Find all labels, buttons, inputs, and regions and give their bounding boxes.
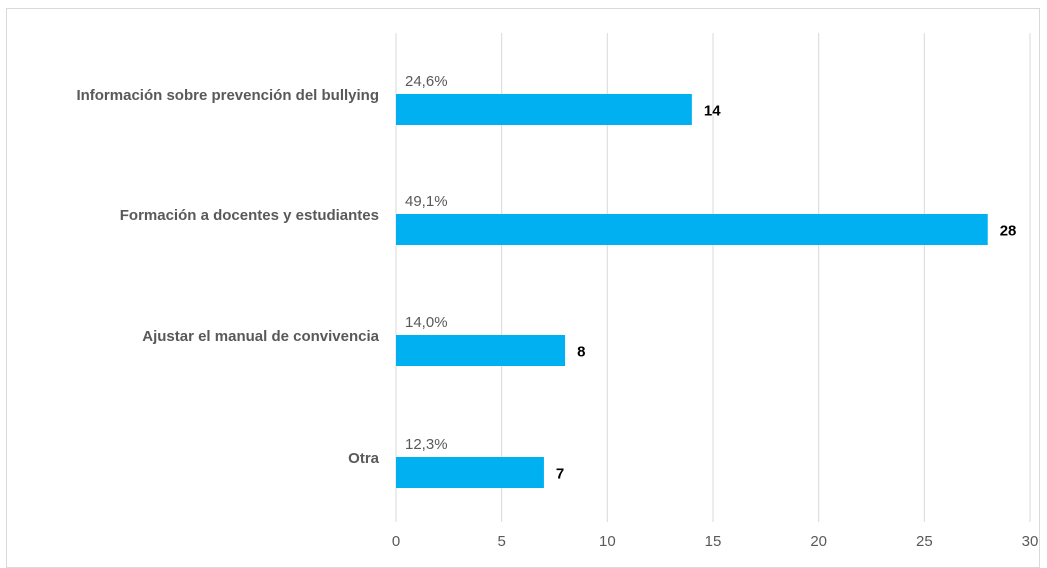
bar-1 — [396, 94, 692, 125]
bar-3 — [396, 335, 566, 366]
x-tick-label-5: 5 — [497, 533, 505, 550]
value-label: 7 — [556, 466, 564, 483]
x-axis-ticks: 0 5 10 15 20 25 30 — [392, 533, 1039, 550]
percent-label: 49,1% — [405, 193, 448, 210]
category-label: Ajustar el manual de convivencia — [142, 328, 379, 345]
percent-label: 12,3% — [405, 436, 448, 453]
labels: Información sobre prevención del bullyin… — [76, 73, 1016, 483]
category-label: Formación a docentes y estudiantes — [120, 207, 379, 224]
percent-label: 14,0% — [405, 314, 448, 331]
x-tick-label-0: 0 — [392, 533, 400, 550]
x-tick-label-10: 10 — [599, 533, 616, 550]
bars — [396, 94, 988, 488]
bar-4 — [396, 457, 544, 488]
value-label: 28 — [1000, 223, 1017, 240]
x-tick-label-30: 30 — [1022, 533, 1039, 550]
value-label: 8 — [577, 344, 585, 361]
value-label: 14 — [704, 103, 721, 120]
bar-2 — [396, 214, 988, 245]
category-label: Otra — [348, 450, 380, 467]
x-tick-label-20: 20 — [810, 533, 827, 550]
x-tick-label-25: 25 — [916, 533, 933, 550]
percent-label: 24,6% — [405, 73, 448, 90]
category-label: Información sobre prevención del bullyin… — [76, 87, 379, 104]
x-tick-label-15: 15 — [705, 533, 722, 550]
bar-chart: Información sobre prevención del bullyin… — [76, 33, 1039, 550]
